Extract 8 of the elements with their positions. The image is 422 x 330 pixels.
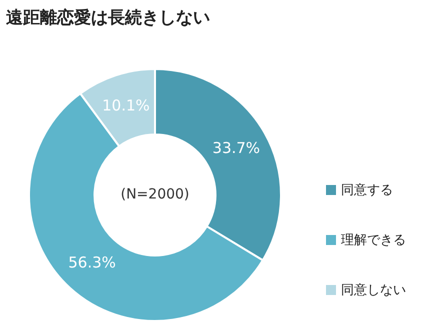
text: (N=2000): [120, 186, 190, 203]
legend-label: 理解できる: [341, 232, 406, 249]
data-label: 33.7%: [212, 139, 260, 158]
chart-title: 遠距離恋愛は長続きしない: [6, 7, 210, 29]
data-label: 10.1%: [102, 96, 150, 114]
data-label: 56.3%: [68, 254, 116, 272]
legend-label: 同意しない: [341, 282, 406, 299]
legend-label: 同意する: [341, 182, 393, 199]
